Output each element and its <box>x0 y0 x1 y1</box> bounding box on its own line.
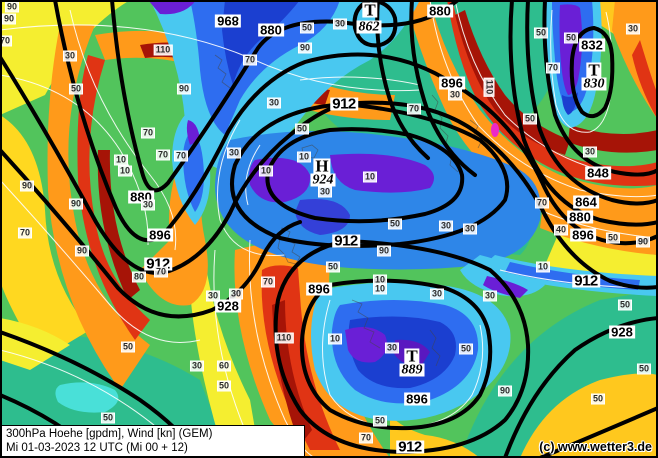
copyright-text: (c) www.wetter3.de <box>539 440 652 454</box>
map-title: 300hPa Hoehe [gpdm], Wind [kn] (GEM) <box>6 428 213 440</box>
map-info-box: 300hPa Hoehe [gpdm], Wind [kn] (GEM) Mi … <box>1 425 305 457</box>
map-valid-time: Mi 01-03-2023 12 UTC (Mi 00 + 12) <box>6 442 188 454</box>
